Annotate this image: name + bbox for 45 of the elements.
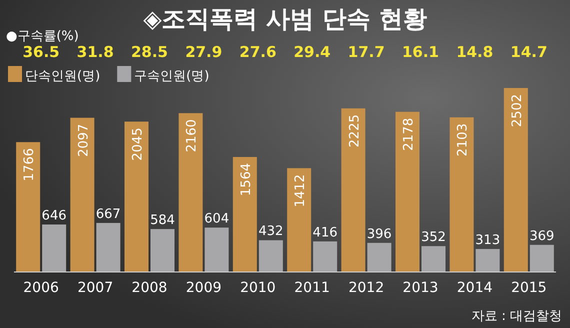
data-label: 416: [312, 225, 338, 240]
x-tick-label: 2014: [456, 280, 493, 296]
data-label: 2097: [76, 124, 92, 157]
text: 27.6: [239, 43, 276, 61]
x-tick-label: 2007: [77, 280, 114, 296]
text: ●구속률(%): [6, 29, 79, 44]
data-label: 313: [475, 232, 500, 248]
data-label: 396: [366, 226, 392, 242]
text: 28.5: [130, 43, 168, 61]
x-tick-label: 2006: [23, 280, 59, 296]
x-tick-label: 2011: [294, 280, 330, 296]
data-label: 2178: [402, 118, 416, 151]
data-label: 369: [529, 228, 554, 244]
text: 17.7: [348, 43, 385, 61]
data-label: 2160: [184, 119, 200, 152]
text: 자료 : 대검찰청: [471, 309, 562, 324]
data-label: 432: [258, 224, 284, 240]
data-label: 646: [42, 208, 67, 224]
data-label: 584: [150, 213, 175, 228]
text: 31.8: [76, 43, 114, 61]
x-tick-label: 2013: [402, 280, 438, 296]
x-tick-label: 2009: [186, 280, 222, 296]
data-label: 352: [421, 230, 446, 246]
legend-label: 단속인원(명): [25, 69, 100, 84]
data-label: 2045: [130, 128, 146, 161]
text: 14.8: [456, 43, 494, 61]
x-tick-label: 2008: [132, 280, 168, 296]
chart-title: ◈조직폭력 사범 단속 현황: [143, 5, 427, 33]
x-tick-label: 2012: [348, 280, 384, 296]
data-label: 1564: [238, 162, 254, 196]
legend-label: 구속인원(명): [134, 69, 210, 84]
text: 36.5: [22, 43, 60, 61]
data-label: 1412: [293, 174, 308, 208]
x-tick-label: 2015: [511, 280, 547, 296]
data-label: 1766: [22, 148, 38, 182]
data-label: 2502: [510, 94, 525, 128]
x-tick-label: 2010: [240, 280, 276, 296]
text: 29.4: [294, 43, 331, 61]
data-label: 667: [96, 206, 121, 222]
data-label: 2103: [456, 123, 471, 156]
data-label: 604: [204, 212, 230, 227]
text: 16.1: [402, 43, 440, 61]
text: 27.9: [185, 43, 222, 61]
data-label: 2225: [347, 114, 362, 148]
text: 14.7: [510, 43, 548, 61]
